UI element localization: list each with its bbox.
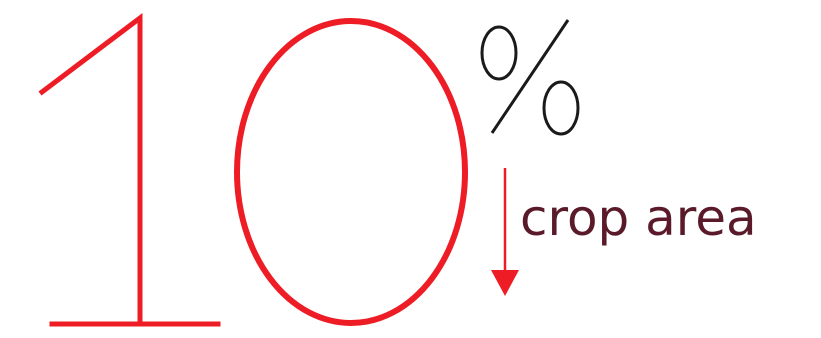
down-arrow-icon: [491, 168, 519, 296]
arrow-head: [491, 270, 519, 296]
percent-lower-circle: [542, 80, 580, 136]
caption-text: crop area: [520, 189, 757, 247]
digit-one-glyph: 1: [38, 12, 221, 327]
digit-zero-ring: [234, 18, 468, 326]
digit-one-stem: [38, 12, 143, 327]
percent-slash: [490, 19, 570, 134]
digit-zero-glyph: 0: [234, 18, 468, 326]
percent-upper-circle: [480, 25, 518, 81]
percent-sign: %: [480, 19, 580, 136]
